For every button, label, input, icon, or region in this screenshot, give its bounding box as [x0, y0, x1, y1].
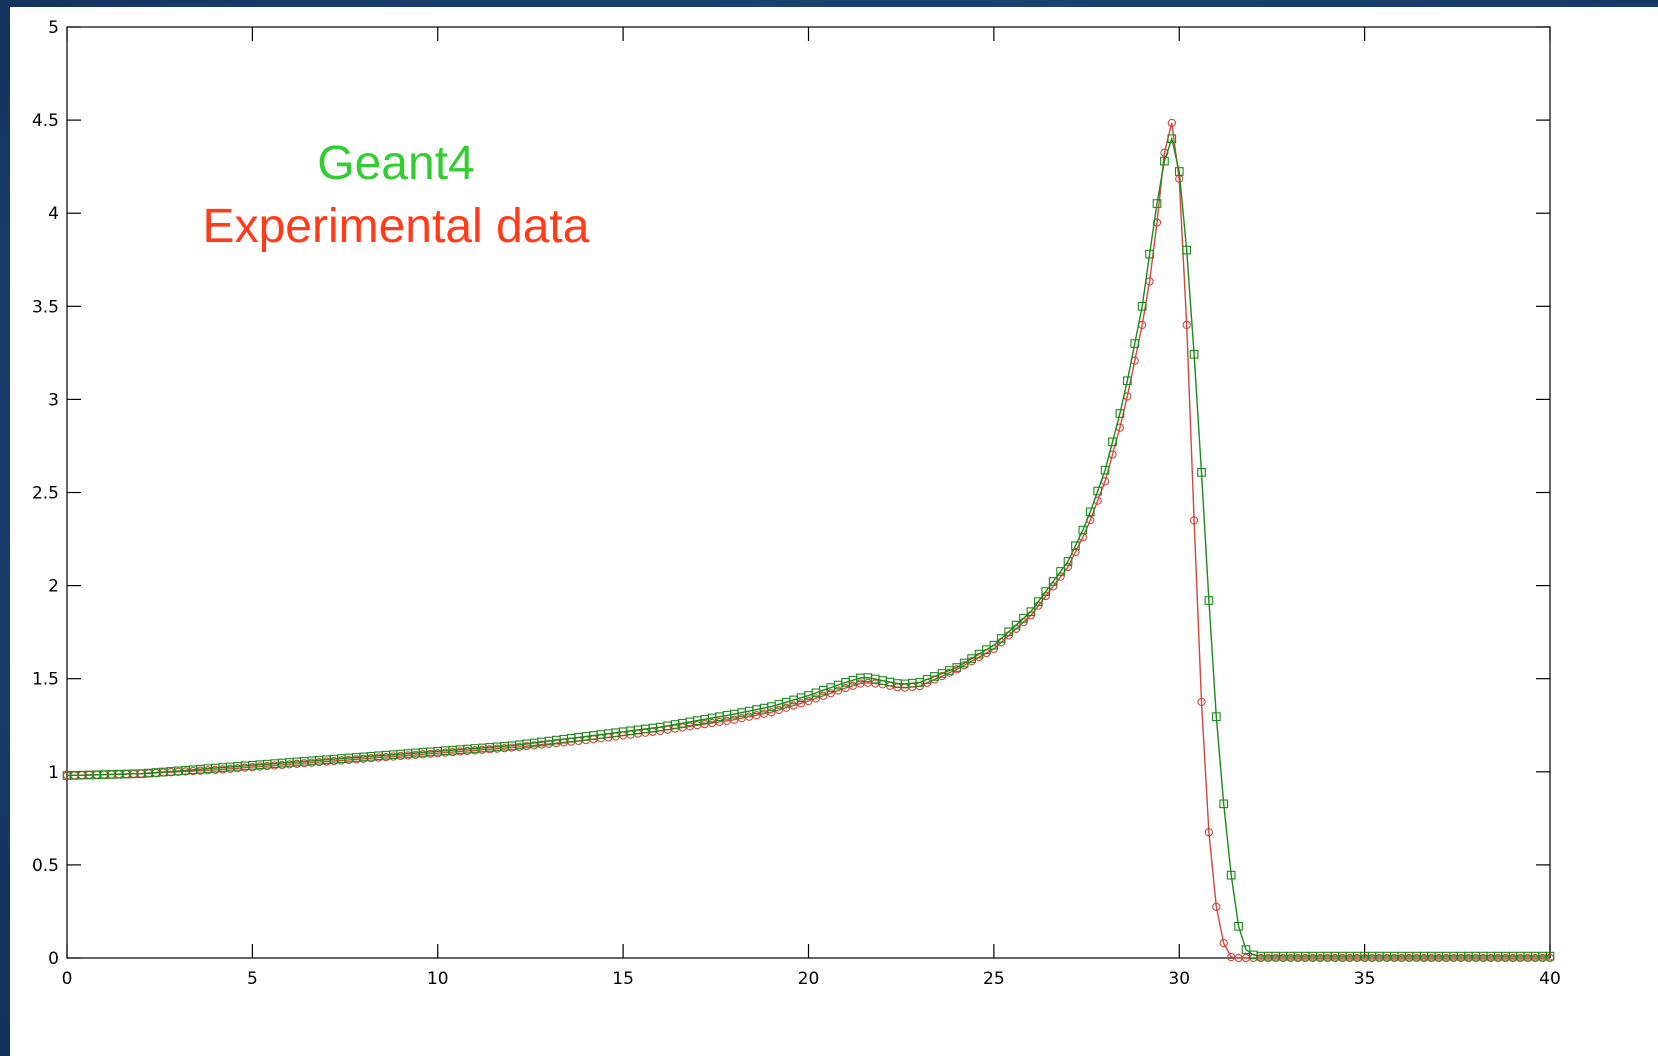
- y-tick-label: 0: [48, 949, 59, 969]
- data-point: [959, 658, 969, 668]
- data-point: [967, 654, 976, 663]
- data-point: [1115, 409, 1125, 418]
- y-tick-label: 4.5: [32, 111, 59, 131]
- y-tick-label: 5: [48, 18, 59, 38]
- data-point: [1160, 156, 1169, 166]
- data-point: [1100, 465, 1110, 475]
- data-point: [1152, 199, 1162, 208]
- y-tick-label: 1.5: [32, 670, 59, 690]
- x-tick-label: 15: [612, 969, 634, 989]
- data-point: [1219, 799, 1229, 809]
- data-point: [1063, 557, 1073, 566]
- data-point: [1167, 118, 1176, 128]
- data-point: [1093, 486, 1103, 496]
- x-tick-label: 20: [798, 969, 820, 989]
- data-point: [1034, 597, 1043, 606]
- data-point: [1011, 620, 1021, 630]
- y-tick-label: 1: [48, 763, 59, 783]
- x-tick-label: 30: [1168, 969, 1190, 989]
- data-point: [1122, 376, 1132, 386]
- data-point: [1197, 468, 1206, 477]
- data-point: [989, 640, 999, 650]
- data-point: [1167, 134, 1177, 144]
- data-point: [1174, 167, 1184, 176]
- data-point: [996, 634, 1006, 643]
- data-point: [1241, 945, 1251, 954]
- series-layer: [62, 118, 1555, 963]
- data-point: [1108, 437, 1117, 447]
- line-chart: 0 5 10 15 20 25 30 35 40 0 0.5 1 1.5 2 2.5 3 3.5 4 4.5 5 Ge…: [32, 18, 1561, 989]
- data-point: [1130, 339, 1140, 348]
- data-point: [1019, 614, 1028, 623]
- y-tick-label: 2.5: [32, 484, 59, 504]
- experimental-data-annotation: Experimental data: [203, 200, 590, 253]
- data-point: [1189, 349, 1199, 359]
- data-point: [1004, 627, 1014, 637]
- data-point: [1234, 921, 1243, 931]
- x-tick-label: 40: [1539, 969, 1561, 989]
- data-point: [974, 649, 984, 659]
- plot-area: [66, 26, 1551, 959]
- series-line: [66, 122, 1550, 959]
- x-tick-label: 5: [247, 969, 258, 989]
- data-point: [1204, 828, 1214, 837]
- data-point: [1160, 148, 1169, 157]
- y-tick-label: 4: [48, 204, 59, 224]
- data-point: [1085, 507, 1095, 517]
- series-geant4: [62, 134, 1555, 961]
- data-point: [1189, 516, 1199, 525]
- data-point: [1026, 607, 1036, 617]
- y-tick-label: 0.5: [32, 856, 59, 876]
- data-point: [1048, 577, 1058, 586]
- data-point: [982, 645, 991, 655]
- chart-frame: 0 5 10 15 20 25 30 35 40 0 0.5 1 1.5 2 2.5 3 3.5 4 4.5 5 Ge…: [10, 7, 1658, 1056]
- x-tick-label: 0: [62, 969, 73, 989]
- axis-tick-labels: 0 5 10 15 20 25 30 35 40 0 0.5 1 1.5 2 2.5 3 3.5 4 4.5 5: [32, 18, 1561, 989]
- data-point: [1137, 301, 1147, 311]
- data-point: [1212, 902, 1221, 911]
- series-line: [66, 136, 1550, 957]
- data-point: [1078, 525, 1088, 535]
- data-point: [1041, 587, 1051, 596]
- data-point: [1056, 567, 1065, 576]
- y-tick-label: 3.5: [32, 297, 59, 317]
- x-tick-label: 35: [1354, 969, 1376, 989]
- data-point: [1211, 712, 1221, 722]
- data-point: [952, 663, 962, 672]
- data-point: [1182, 245, 1192, 255]
- data-point: [1219, 938, 1228, 948]
- geant4-annotation: Geant4: [317, 137, 474, 190]
- data-point: [1145, 249, 1154, 259]
- data-point: [1152, 218, 1162, 227]
- data-point: [1204, 596, 1214, 605]
- y-tick-label: 3: [48, 390, 59, 410]
- x-tick-label: 25: [983, 969, 1005, 989]
- x-tick-label: 10: [427, 969, 449, 989]
- data-point: [1071, 541, 1080, 551]
- data-point: [1226, 870, 1236, 880]
- data-point: [1545, 951, 1555, 961]
- y-tick-label: 2: [48, 577, 59, 597]
- data-point: [1197, 697, 1206, 707]
- data-point: [1182, 320, 1191, 330]
